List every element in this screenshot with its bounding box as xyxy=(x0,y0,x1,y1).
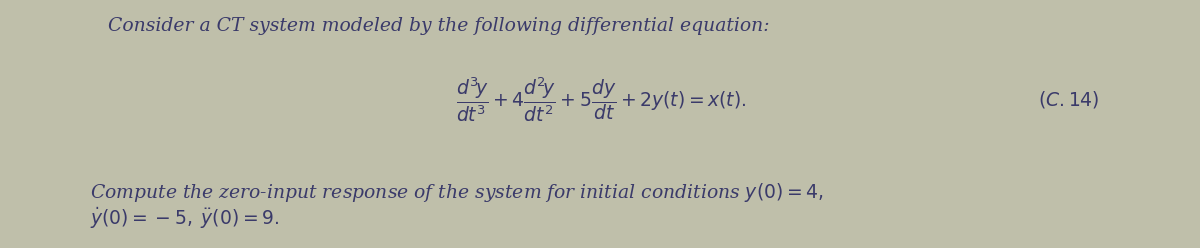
Text: $\dot{y}(0) = -5,\; \ddot{y}(0) = 9.$: $\dot{y}(0) = -5,\; \ddot{y}(0) = 9.$ xyxy=(90,205,280,231)
Text: Consider a CT system modeled by the following differential equation:: Consider a CT system modeled by the foll… xyxy=(108,17,769,35)
Text: Compute the zero-input response of the system for initial conditions $y(0) = 4,$: Compute the zero-input response of the s… xyxy=(90,181,823,204)
Text: $(C.14)$: $(C.14)$ xyxy=(1038,89,1099,110)
Text: $\dfrac{d^3\!y}{dt^3} + 4\dfrac{d^2\!y}{dt^2} + 5\dfrac{dy}{dt} + 2y(t) = x(t).$: $\dfrac{d^3\!y}{dt^3} + 4\dfrac{d^2\!y}{… xyxy=(456,75,746,124)
